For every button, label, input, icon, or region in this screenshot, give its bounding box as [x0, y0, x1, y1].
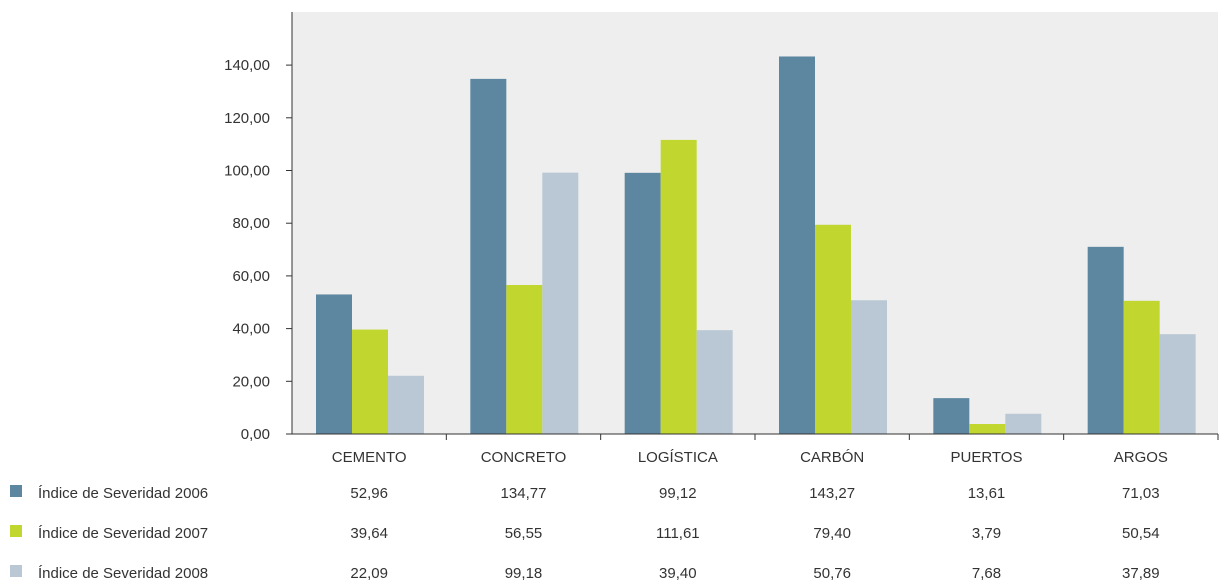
category-label: PUERTOS — [951, 449, 1023, 466]
category-label: LOGÍSTICA — [638, 449, 718, 466]
legend-swatch — [10, 485, 22, 497]
data-table-cell: 134,77 — [501, 485, 547, 502]
category-labels: CEMENTO CONCRETO LOGÍSTICA CARBÓN PUERTOS ARG… — [332, 449, 1168, 466]
data-table-cell: 111,61 — [656, 525, 700, 542]
data-table-cell: 39,40 — [659, 565, 697, 582]
plot-area — [292, 12, 1218, 434]
legend-series-label: Índice de Severidad 2006 — [38, 485, 208, 502]
legend-swatch — [10, 525, 22, 537]
bar-3-4 — [851, 300, 887, 434]
legend-data-table: Índice de Severidad 2006 52,96 134,77 99,12… — [10, 485, 1160, 582]
data-table-cell: 79,40 — [813, 525, 851, 542]
bar-3-5 — [1005, 413, 1042, 434]
legend-series-label: Índice de Severidad 2008 — [38, 565, 208, 582]
bar-2-4 — [815, 224, 851, 434]
bar-2-5 — [969, 424, 1006, 434]
legend-series-label: Índice de Severidad 2007 — [38, 525, 208, 542]
bar-2-2 — [506, 284, 543, 434]
data-table-cell: 50,54 — [1122, 525, 1160, 542]
data-table-cell: 143,27 — [809, 485, 855, 502]
bar-2-6 — [1123, 300, 1160, 434]
bar-1-5 — [933, 398, 970, 434]
data-table-cell: 56,55 — [505, 525, 543, 542]
data-table-cell: 50,76 — [813, 565, 851, 582]
bar-3-6 — [1159, 334, 1196, 434]
data-table-cell: 99,12 — [659, 485, 697, 502]
bar-3-2 — [542, 172, 579, 434]
y-tick-label: 140,00 — [224, 57, 270, 74]
data-table-cell: 13,61 — [968, 485, 1006, 502]
data-table-cell: 7,68 — [972, 565, 1001, 582]
bar-1-2 — [470, 78, 507, 435]
y-tick-label: 100,00 — [224, 163, 270, 180]
legend-swatch — [10, 565, 22, 577]
bar-3-1 — [388, 375, 424, 434]
bar-1-6 — [1087, 246, 1124, 434]
y-tick-label: 80,00 — [232, 215, 270, 232]
category-label: CONCRETO — [481, 449, 567, 466]
bar-1-1 — [316, 294, 352, 434]
bar-2-1 — [352, 329, 388, 434]
bar-1-3 — [624, 172, 661, 435]
data-table-cell: 3,79 — [972, 525, 1001, 542]
data-table-cell: 39,64 — [350, 525, 388, 542]
category-label: CARBÓN — [800, 449, 864, 466]
y-tick-label: 60,00 — [232, 268, 270, 285]
data-table-cell: 22,09 — [350, 565, 388, 582]
category-label: ARGOS — [1114, 449, 1168, 466]
y-tick-label: 40,00 — [232, 321, 270, 338]
bar-3-3 — [696, 330, 733, 434]
y-tick-label: 20,00 — [232, 373, 270, 390]
y-tick-label: 120,00 — [224, 110, 270, 127]
data-table-cell: 71,03 — [1122, 485, 1160, 502]
data-table-cell: 99,18 — [505, 565, 543, 582]
bar-1-4 — [779, 56, 815, 434]
y-tick-label: 0,00 — [241, 426, 270, 443]
bar-2-3 — [660, 139, 697, 434]
bars-group — [316, 56, 1196, 435]
y-axis-ticks: 0,00 20,00 40,00 60,00 80,00 100,00 120,00 140,… — [224, 57, 292, 443]
data-table-cell: 37,89 — [1122, 565, 1160, 582]
data-table-cell: 52,96 — [350, 485, 388, 502]
category-label: CEMENTO — [332, 449, 407, 466]
